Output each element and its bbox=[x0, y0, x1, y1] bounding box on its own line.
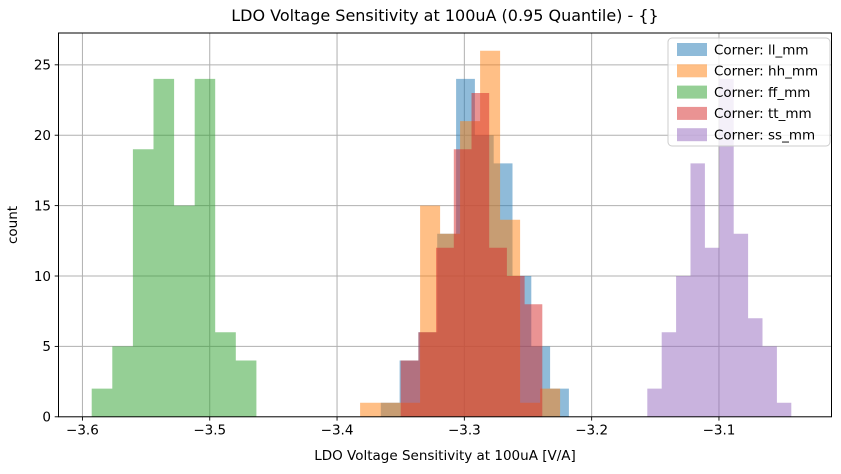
plot-border bbox=[58, 32, 832, 418]
legend: Corner: ll_mm Corner: hh_mm Corner: ff_mm C… bbox=[667, 37, 831, 147]
legend-label-tt_mm: Corner: tt_mm bbox=[714, 106, 812, 122]
x-tick-labels: −3.6 −3.5 −3.4 −3.3 −3.2 −3.1 bbox=[66, 422, 735, 438]
x-tick-label: −3.4 bbox=[321, 422, 354, 438]
y-tick-label: 20 bbox=[34, 128, 51, 144]
legend-swatch-hh_mm bbox=[677, 64, 707, 78]
chart-title: LDO Voltage Sensitivity at 100uA (0.95 Q… bbox=[231, 6, 658, 25]
legend-swatch-ss_mm bbox=[677, 128, 707, 142]
series-ss_mm bbox=[647, 78, 792, 417]
series-ff_mm bbox=[91, 78, 257, 417]
x-tick-label: −3.2 bbox=[575, 422, 608, 438]
series-tt_mm bbox=[400, 93, 543, 417]
y-tick-label: 25 bbox=[34, 58, 51, 74]
histogram-bars bbox=[91, 50, 792, 417]
axis-ticks bbox=[54, 64, 720, 421]
y-axis-label: count bbox=[5, 206, 21, 244]
x-tick-label: −3.5 bbox=[193, 422, 226, 438]
legend-box bbox=[667, 37, 831, 147]
legend-label-ff_mm: Corner: ff_mm bbox=[714, 85, 810, 101]
legend-swatch-ff_mm bbox=[677, 85, 707, 99]
y-tick-label: 5 bbox=[42, 339, 51, 355]
y-tick-label: 0 bbox=[42, 410, 51, 426]
y-tick-labels: 0 5 10 15 20 25 bbox=[34, 58, 51, 426]
y-tick-label: 10 bbox=[34, 269, 51, 285]
legend-label-ss_mm: Corner: ss_mm bbox=[714, 128, 815, 144]
legend-label-ll_mm: Corner: ll_mm bbox=[714, 42, 809, 58]
x-tick-label: −3.6 bbox=[66, 422, 99, 438]
x-tick-label: −3.1 bbox=[703, 422, 736, 438]
legend-swatch-tt_mm bbox=[677, 106, 707, 120]
legend-label-hh_mm: Corner: hh_mm bbox=[714, 64, 818, 80]
x-tick-label: −3.3 bbox=[448, 422, 481, 438]
x-axis-label: LDO Voltage Sensitivity at 100uA [V/A] bbox=[314, 448, 576, 464]
legend-swatch-ll_mm bbox=[677, 43, 707, 56]
y-tick-label: 15 bbox=[34, 198, 51, 214]
